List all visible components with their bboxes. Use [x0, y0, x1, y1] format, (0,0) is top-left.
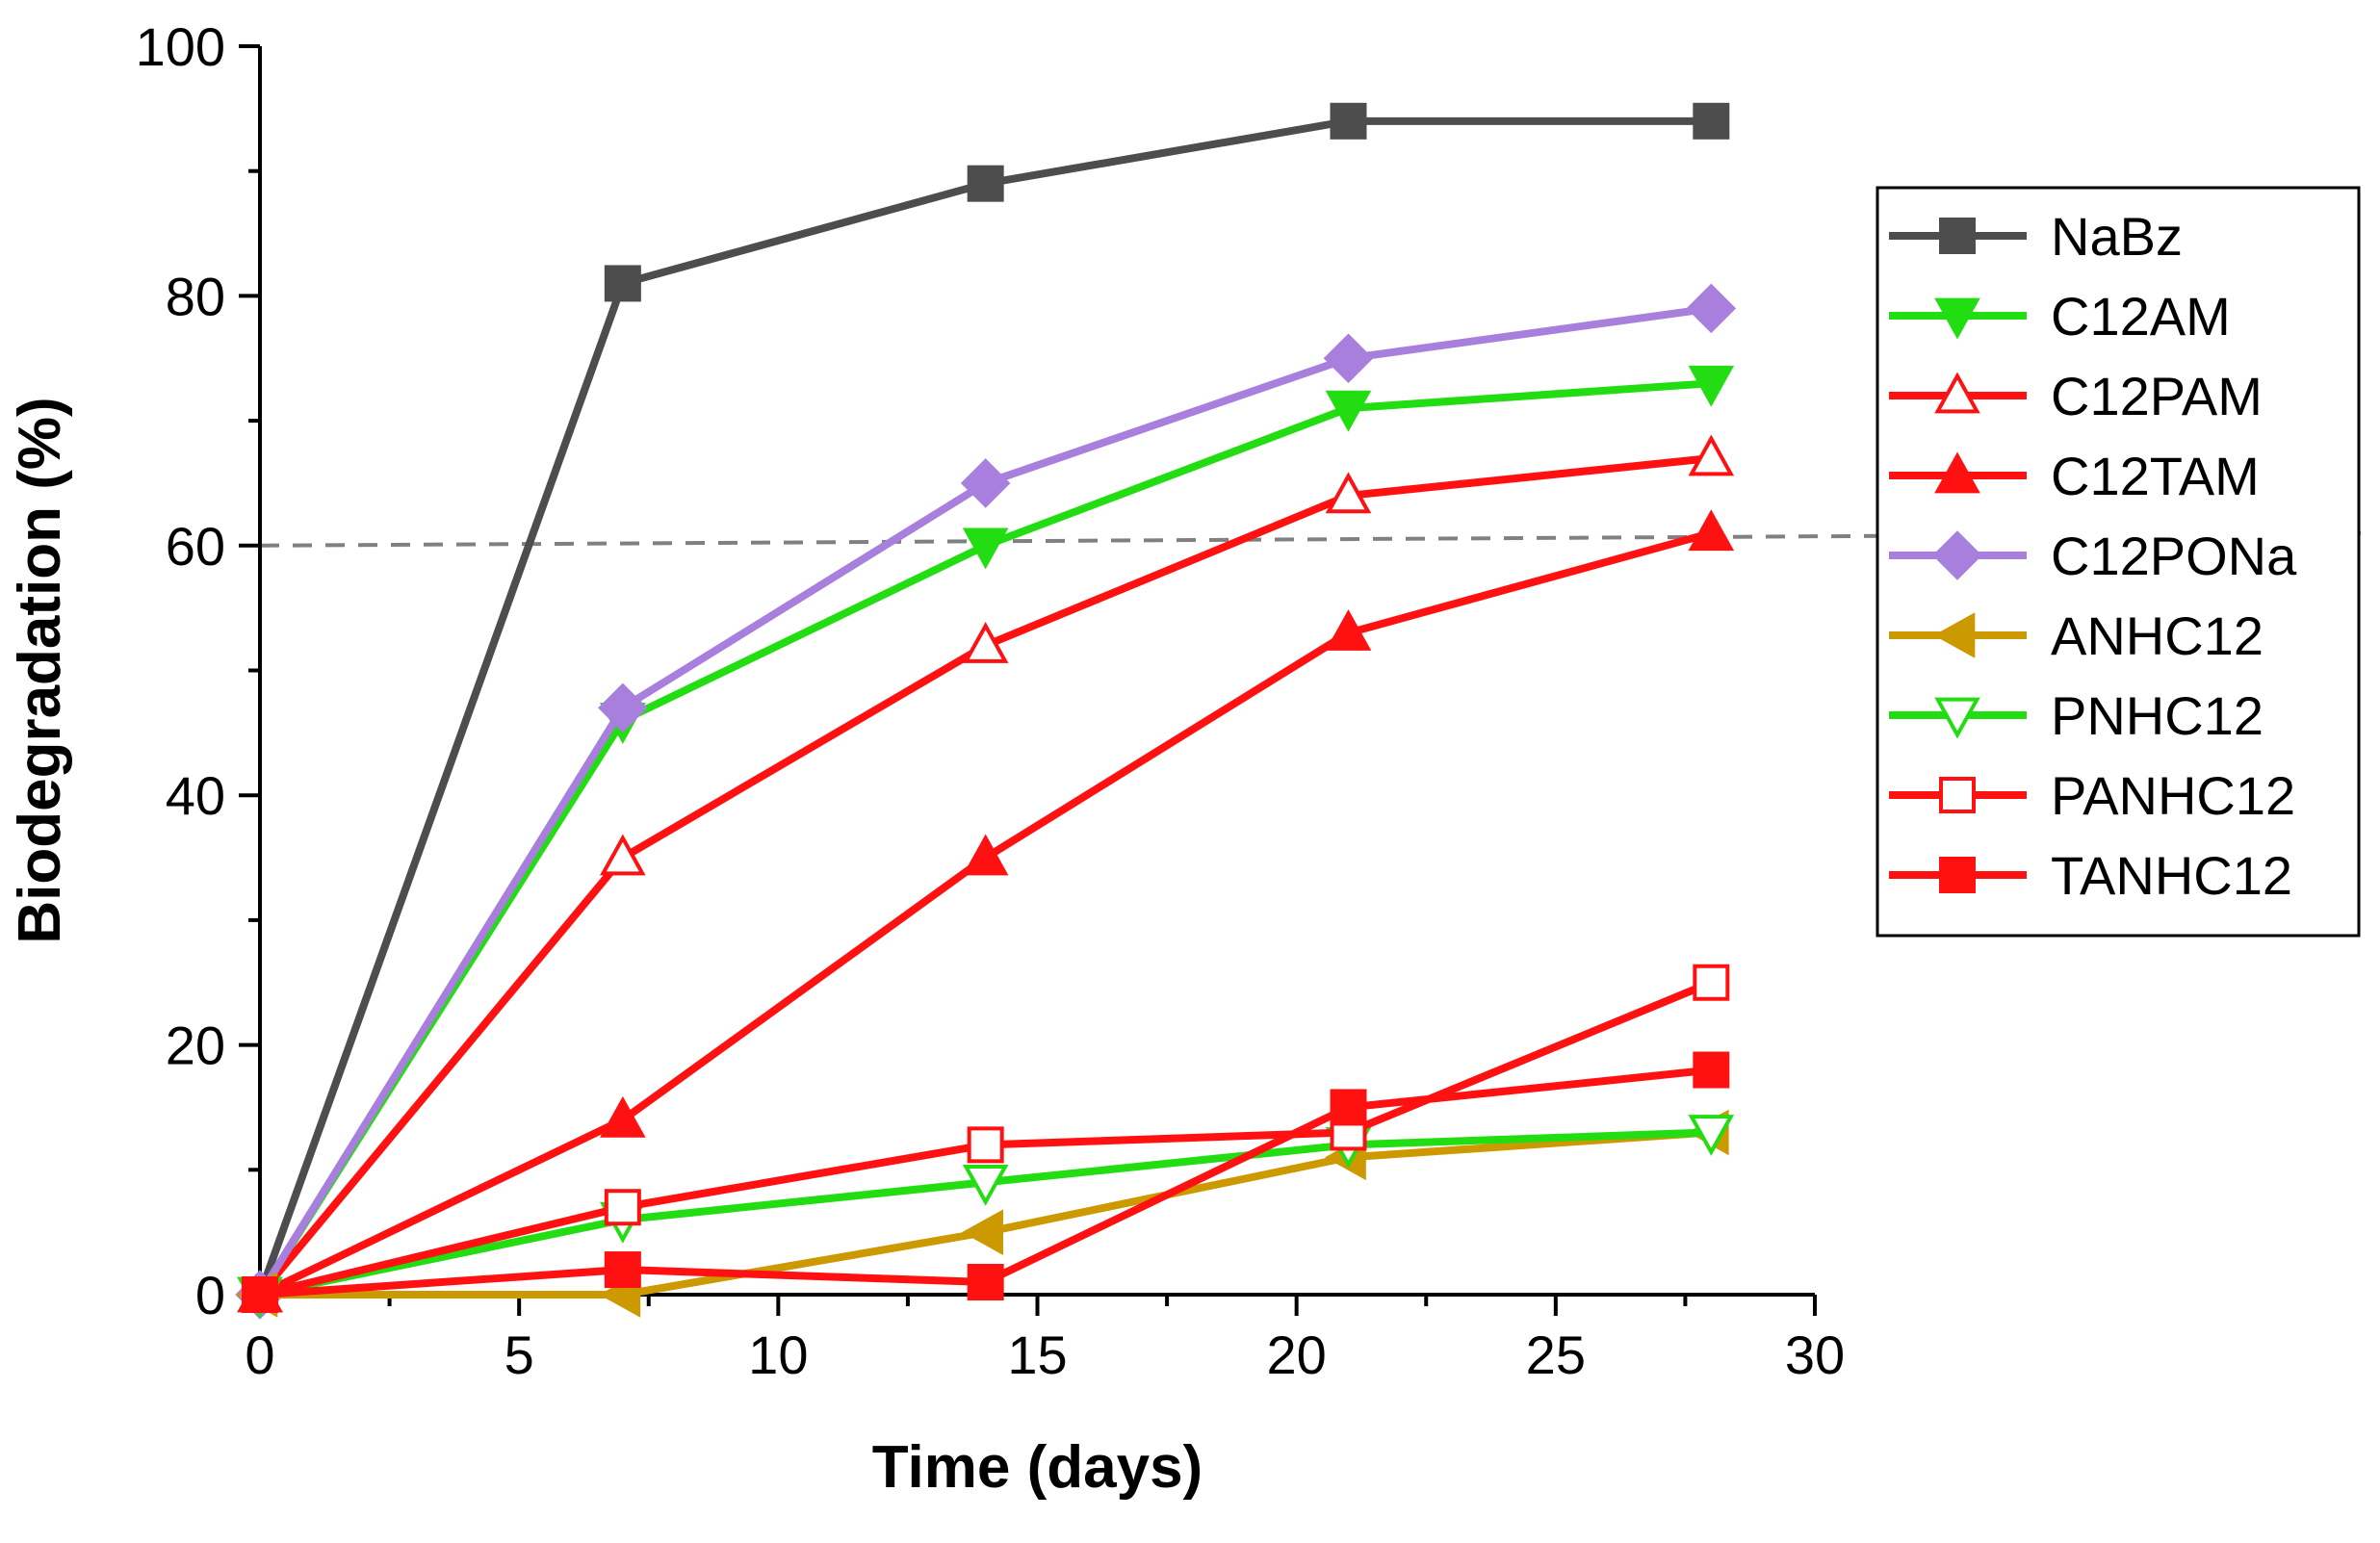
data-point: [598, 682, 648, 733]
data-point: [967, 1264, 1004, 1301]
legend-marker: [1939, 777, 1976, 813]
legend-item: ANHC12: [1889, 605, 2264, 666]
legend-item: PNHC12: [1889, 685, 2264, 746]
data-point: [1686, 283, 1737, 334]
data-point: [1688, 434, 1735, 476]
legend-label: NaBz: [2051, 206, 2183, 267]
legend-marker: [1934, 697, 1980, 739]
legend: NaBz C12AM C12PAM C12TAM C12PONa ANHC12 PNHC12…: [1876, 186, 2361, 938]
x-tick-label: 20: [1267, 1324, 1327, 1385]
legend-label: C12PONa: [2051, 526, 2297, 586]
data-point: [1330, 1089, 1367, 1126]
x-tick-label: 0: [245, 1324, 274, 1385]
y-axis-title: Biodegradation (%): [7, 397, 73, 943]
data-point: [1688, 1115, 1735, 1156]
legend-marker: [1939, 218, 1976, 254]
data-point: [1325, 472, 1372, 514]
legend-item: TANHC12: [1889, 845, 2292, 906]
legend-label: ANHC12: [2051, 605, 2264, 666]
legend-marker: [1932, 530, 1982, 580]
series-line: [256, 116, 1712, 1297]
x-tick-label: 25: [1526, 1324, 1586, 1385]
data-point: [1323, 333, 1374, 384]
legend-item: C12TAM: [1889, 446, 2260, 506]
legend-label: C12AM: [2051, 286, 2231, 347]
data-point: [600, 834, 646, 876]
series-layer: [235, 102, 1737, 1320]
y-tick-label: 100: [136, 16, 225, 77]
data-point: [967, 1126, 1004, 1164]
legend-label: PNHC12: [2051, 685, 2264, 746]
axes: 0 5 10 15 20 25 30 0 20 40 60 80 100: [136, 16, 1846, 1385]
legend-item: C12AM: [1889, 286, 2231, 347]
legend-label: PANHC12: [2051, 765, 2295, 826]
data-point: [962, 834, 1009, 876]
legend-label: TANHC12: [2051, 845, 2292, 906]
y-tick-label: 40: [166, 765, 225, 826]
data-point: [1325, 609, 1372, 651]
data-point: [962, 1164, 1009, 1206]
series-tanhc12: [242, 1051, 1730, 1313]
x-axis-title: Time (days): [872, 1434, 1203, 1501]
legend-marker: [1939, 857, 1976, 893]
data-point: [600, 1095, 646, 1138]
legend-label: C12TAM: [2051, 446, 2260, 506]
legend-label: C12PAM: [2051, 366, 2263, 426]
data-point: [604, 1189, 641, 1226]
legend-marker: [1934, 297, 1980, 340]
legend-item: PANHC12: [1889, 765, 2295, 826]
data-point: [604, 1251, 641, 1289]
data-point: [962, 622, 1009, 663]
x-tick-label: 5: [504, 1324, 534, 1385]
legend-item: NaBz: [1889, 206, 2183, 267]
y-tick-label: 80: [166, 266, 225, 326]
data-point: [604, 265, 641, 302]
data-point: [1330, 102, 1367, 140]
data-point: [1693, 1051, 1730, 1089]
legend-item: C12PONa: [1889, 526, 2297, 586]
legend-marker: [1933, 612, 1976, 658]
y-tick-label: 60: [166, 516, 225, 577]
y-tick-label: 0: [195, 1265, 225, 1325]
legend-marker: [1934, 451, 1980, 494]
data-point: [967, 165, 1004, 202]
y-tick-label: 20: [166, 1016, 225, 1076]
data-point: [962, 1209, 1003, 1255]
data-point: [1325, 390, 1372, 432]
legend-item: C12PAM: [1889, 366, 2263, 426]
data-point: [960, 458, 1011, 508]
x-tick-label: 30: [1785, 1324, 1845, 1385]
data-point: [242, 1276, 278, 1313]
x-tick-label: 15: [1007, 1324, 1067, 1385]
data-point: [962, 527, 1009, 570]
data-point: [1688, 365, 1735, 407]
x-tick-label: 10: [748, 1324, 808, 1385]
legend-marker: [1934, 372, 1980, 414]
data-point: [1693, 102, 1730, 140]
data-point: [1688, 509, 1735, 552]
data-point: [1693, 964, 1730, 1001]
